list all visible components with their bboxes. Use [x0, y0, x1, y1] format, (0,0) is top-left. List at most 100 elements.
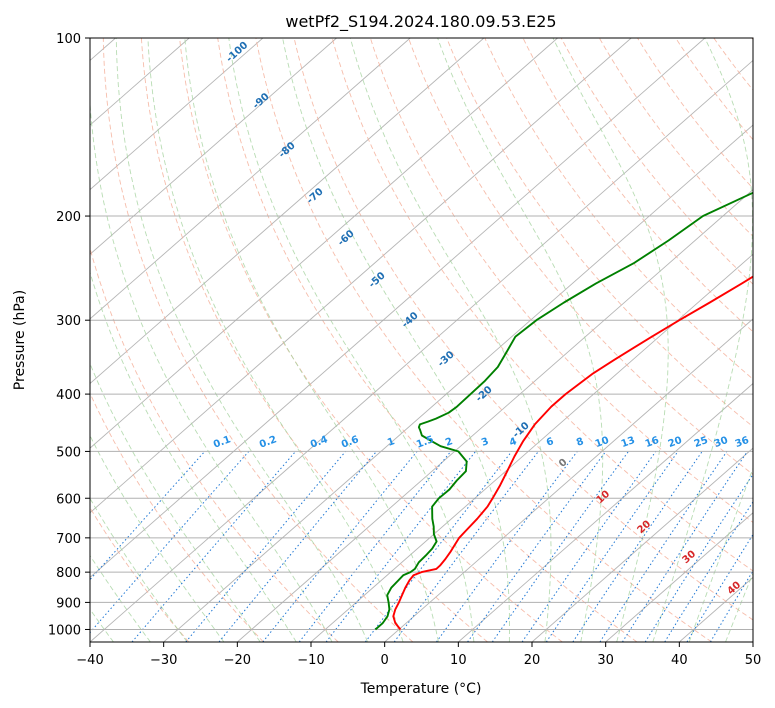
- x-tick-label: 0: [381, 653, 389, 668]
- dewpoint-profile-line: [374, 191, 753, 631]
- dry-adiabat-line: [446, 38, 753, 428]
- mixing-ratio-label: 10: [594, 435, 611, 450]
- dry-adiabat-line: [255, 38, 712, 642]
- mixing-ratio-line: [90, 451, 206, 581]
- temperature-profile-line: [392, 275, 753, 631]
- dry-adiabat-line: [522, 38, 753, 333]
- mixing-ratio-label: 4: [508, 436, 518, 449]
- moist-adiabat-line: [90, 497, 188, 642]
- mixing-ratio-line: [262, 451, 418, 642]
- dry-adiabat-line: [217, 38, 638, 642]
- y-tick-label: 300: [56, 314, 81, 329]
- mixing-ratio-line: [185, 451, 346, 642]
- y-tick-label: 400: [56, 388, 81, 403]
- profile-lines: [374, 191, 753, 631]
- mixing-ratio-label: 6: [545, 436, 555, 449]
- isotherm-line: [90, 38, 632, 514]
- mixing-ratio-line: [709, 569, 753, 642]
- mixing-ratio-label: 13: [620, 435, 637, 450]
- y-tick-label: 500: [56, 445, 81, 460]
- mixing-ratio-line: [686, 533, 753, 642]
- mixing-ratio-line: [218, 451, 377, 642]
- contour-labels: -100-90-80-70-60-50-40-30-20-10010203040…: [212, 40, 751, 597]
- mixing-ratio-line: [298, 451, 452, 642]
- isotherm-line: [237, 189, 753, 642]
- mixing-ratio-line: [467, 451, 607, 642]
- dry-adiabat-line: [560, 38, 753, 285]
- mixing-ratio-line: [131, 451, 296, 642]
- moist-adiabat-line: [349, 38, 552, 642]
- x-axis-ticks: −40 −30 −20 −10 0 10 20 30 40 50: [76, 642, 761, 668]
- y-axis-label: Pressure (hPa): [12, 290, 28, 390]
- moist-adiabat-line: [652, 38, 753, 642]
- y-tick-label: 700: [56, 532, 81, 547]
- isotherm-line: [531, 447, 753, 642]
- dry-adiabat-line: [179, 38, 563, 642]
- isotherm-line: [90, 38, 558, 449]
- isotherm-line: [90, 38, 264, 191]
- dry-adiabat-line: [484, 38, 753, 380]
- moist-adiabat-line: [90, 362, 261, 642]
- plot-frame: [89, 37, 754, 643]
- moist-adiabat-line: [115, 38, 369, 642]
- moist-adiabat-line: [90, 270, 297, 642]
- mixing-ratio-label: 30: [713, 435, 730, 450]
- mixing-ratio-line: [644, 473, 753, 642]
- moist-adiabat-line: [688, 466, 753, 642]
- dry-adiabat-line: [102, 38, 414, 642]
- dry-adiabat-line: [598, 38, 753, 238]
- mixing-ratio-line: [435, 451, 578, 642]
- isotherm-line: [90, 38, 706, 578]
- dry-adiabat-line: [369, 38, 753, 524]
- y-tick-label: 600: [56, 492, 81, 507]
- x-tick-label: 10: [450, 653, 467, 668]
- moist-adiabat-line: [437, 38, 604, 642]
- mixing-ratio-label: 20: [667, 435, 684, 450]
- moist-adiabat-line: [90, 97, 333, 642]
- x-tick-label: −10: [297, 653, 324, 668]
- mixing-ratio-label: 25: [693, 435, 710, 450]
- y-tick-label: 100: [56, 32, 81, 47]
- mixing-ratio-label: 36: [734, 435, 751, 450]
- mixing-ratio-line: [545, 451, 679, 642]
- mixing-ratio-line: [664, 500, 753, 642]
- isotherm-line: [384, 318, 753, 642]
- isotherm-line: [310, 253, 753, 642]
- isotherm-line: [90, 59, 753, 642]
- moist-adiabat-line: [90, 554, 151, 642]
- mixing-ratio-line: [491, 451, 629, 642]
- isotherm-line: [90, 38, 485, 385]
- chart-title: wetPf2_S194.2024.180.09.53.E25: [285, 12, 556, 32]
- dry-adiabat-line: [90, 392, 264, 642]
- mixing-ratio-label: 3: [480, 436, 490, 449]
- x-tick-label: 40: [671, 653, 688, 668]
- x-tick-label: 20: [524, 653, 541, 668]
- x-tick-label: −40: [76, 653, 103, 668]
- x-tick-label: 50: [745, 653, 762, 668]
- mixing-ratio-line: [364, 451, 513, 642]
- x-axis-label: Temperature (°C): [360, 681, 482, 697]
- mixing-ratio-label: 1: [386, 436, 396, 449]
- mixing-ratio-line: [621, 451, 748, 642]
- y-axis-ticks: 1000 900 800 700 600 500 400 300 200 100: [48, 32, 90, 638]
- x-tick-label: −30: [150, 653, 177, 668]
- dry-adiabat-line: [331, 38, 753, 572]
- y-tick-label: 900: [56, 596, 81, 611]
- mixing-ratio-label: 16: [644, 435, 661, 450]
- moist-adiabat-line: [184, 38, 439, 642]
- moist-adiabat-line: [552, 38, 669, 642]
- isotherm-line: [90, 38, 337, 255]
- isobar-gridlines: [90, 38, 753, 630]
- y-tick-label: 200: [56, 210, 81, 225]
- moist-adiabat-line: [228, 38, 475, 642]
- x-tick-label: −20: [224, 653, 251, 668]
- mixing-ratio-label: 2: [444, 436, 454, 449]
- mixing-ratio-label: 8: [575, 436, 585, 449]
- isotherm-line: [605, 512, 753, 642]
- y-tick-label: 1000: [48, 623, 81, 638]
- dry-adiabat-line: [675, 38, 753, 141]
- dry-adiabat-line: [408, 38, 753, 475]
- isotherm-line: [163, 124, 753, 642]
